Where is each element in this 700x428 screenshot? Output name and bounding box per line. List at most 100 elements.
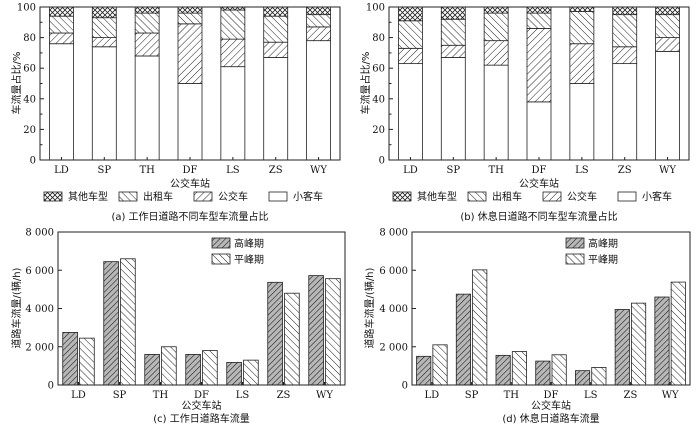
- bars-b: [398, 6, 680, 161]
- bar: [185, 353, 201, 386]
- bar-segment: [263, 57, 289, 161]
- bars-c: [62, 258, 341, 386]
- y-tick-label: 60: [372, 64, 385, 75]
- y-tick-label: 4 000: [379, 304, 408, 315]
- bar-segment: [612, 6, 638, 16]
- figure-caption: (d) 休息日道路车流量: [502, 412, 599, 425]
- legend-swatch: [392, 191, 412, 202]
- bar-segment: [440, 57, 466, 161]
- bar: [591, 367, 607, 386]
- bars-d: [416, 269, 686, 386]
- bar: [551, 354, 567, 386]
- legend-label: 高峰期: [234, 237, 264, 250]
- x-tick-label: WY: [662, 390, 679, 401]
- legend-swatch: [467, 191, 487, 202]
- figure-caption: (c) 工作日道路车流量: [153, 412, 249, 425]
- x-tick-label: LS: [236, 390, 250, 401]
- y-tick-label: 0: [379, 156, 385, 167]
- y-tick-label: 6 000: [379, 266, 408, 277]
- legend-label: 出租车: [143, 190, 173, 203]
- bar: [575, 370, 591, 386]
- bar-segment: [569, 6, 595, 12]
- x-tick-label: LS: [575, 165, 589, 176]
- bar-segment: [91, 17, 117, 38]
- y-tick-label: 0: [402, 381, 408, 392]
- x-tick-label: ZS: [618, 165, 632, 176]
- legend-a: 其他车型 出租车 公交车 小客车: [43, 190, 323, 203]
- x-tick-label: ZS: [277, 390, 291, 401]
- legend-label: 其他车型: [417, 190, 457, 203]
- bar-segment: [220, 66, 246, 161]
- x-tick-label: DF: [544, 390, 559, 401]
- bar-segment: [398, 47, 423, 65]
- x-tick-label: WY: [310, 165, 327, 176]
- x-tick-label: SP: [113, 390, 127, 401]
- y-tick-label: 20: [23, 125, 36, 136]
- y-tick-label: 0: [48, 381, 54, 392]
- bar-segment: [177, 12, 203, 25]
- bar-segment: [49, 43, 74, 161]
- bar-segment: [49, 15, 74, 34]
- chart-panel-c: 0 2 000 4 000 6 000 8 000 LD SP TH DF LS ZS WY 公交车站 道…: [10, 228, 346, 425]
- bar-segment: [483, 40, 509, 66]
- chart-panel-b: 0 20 40 60 80 100 LD SP TH DF LS ZS WY 公交车站 车流量占比/% 其他车…: [359, 3, 690, 223]
- bar-segment: [306, 14, 331, 28]
- bar-segment: [134, 12, 160, 34]
- x-tick-label: LS: [226, 165, 240, 176]
- bar: [654, 296, 670, 386]
- x-tick-label: TH: [504, 390, 520, 401]
- x-axis-title: 公交车站: [170, 177, 210, 190]
- y-tick-label: 80: [23, 33, 36, 44]
- bar: [202, 350, 218, 386]
- bar-segment: [177, 23, 203, 84]
- legend-swatch: [268, 191, 288, 202]
- bar-segment: [91, 6, 117, 19]
- bar: [103, 261, 119, 386]
- bar: [416, 355, 432, 386]
- bar: [511, 351, 527, 386]
- bar-segment: [483, 12, 509, 42]
- bar: [226, 362, 242, 386]
- bar-segment: [398, 6, 423, 22]
- bar-segment: [306, 40, 331, 161]
- y-tick-label: 6 000: [25, 266, 54, 277]
- plot-frame: [411, 231, 691, 386]
- legend-swatch: [617, 191, 637, 202]
- bar-segment: [612, 46, 638, 65]
- x-tick-label: SP: [97, 165, 111, 176]
- x-tick-label: DF: [194, 390, 209, 401]
- bar-segment: [483, 6, 509, 14]
- x-axis-title: 公交车站: [531, 399, 571, 412]
- bar-segment: [177, 6, 203, 14]
- bar: [267, 281, 283, 386]
- bar-segment: [177, 83, 203, 161]
- bar-segment: [306, 6, 331, 16]
- y-tick-label: 40: [372, 94, 385, 105]
- bar-segment: [655, 37, 680, 52]
- bar: [670, 281, 686, 386]
- legend-swatch: [43, 191, 63, 202]
- legend-label: 公交车: [218, 190, 248, 203]
- bar: [243, 359, 259, 386]
- bar-segment: [526, 28, 552, 103]
- x-tick-label: LD: [425, 390, 440, 401]
- legend-swatch: [211, 253, 231, 265]
- x-tick-label: LD: [71, 390, 86, 401]
- bar-segment: [569, 43, 595, 84]
- figure-caption: (b) 休息日道路不同车型车流量占比: [460, 210, 617, 223]
- x-tick-label: LD: [403, 165, 418, 176]
- bar-segment: [134, 32, 160, 57]
- bar-segment: [612, 14, 638, 48]
- y-axis-title: 道路车流量/(辆/h): [363, 267, 376, 348]
- bar: [161, 346, 177, 386]
- bar-segment: [398, 20, 423, 49]
- x-tick-label: DF: [532, 165, 547, 176]
- bar-segment: [440, 6, 466, 20]
- y-tick-label: 8 000: [25, 228, 54, 239]
- x-tick-label: LS: [584, 390, 598, 401]
- bar-segment: [569, 11, 595, 45]
